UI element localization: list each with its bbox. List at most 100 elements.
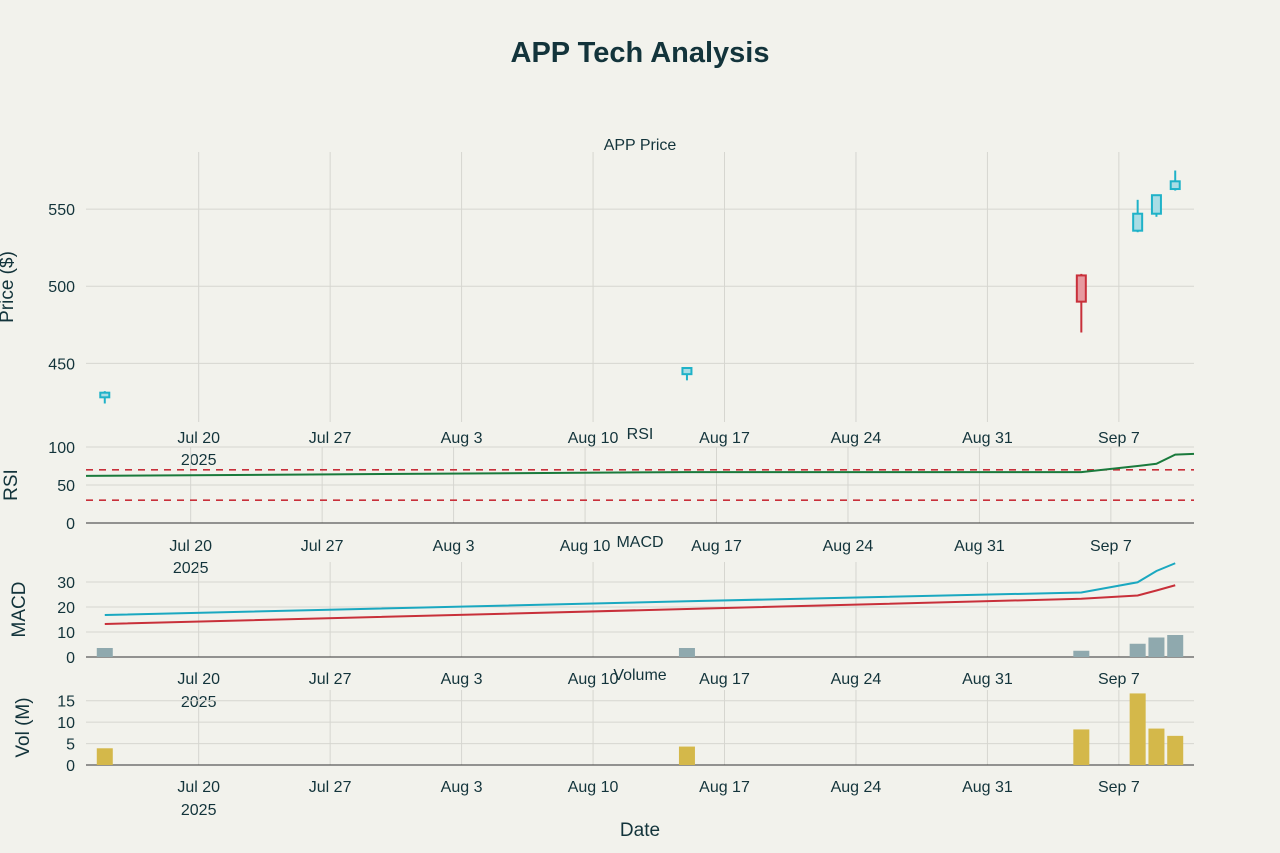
x-tick-year-label: 2025 bbox=[173, 560, 209, 577]
macd-gridlines bbox=[86, 562, 1194, 658]
rsi-line bbox=[85, 452, 1195, 477]
y-tick-label: 550 bbox=[48, 202, 75, 219]
chart-title: APP Tech Analysis bbox=[511, 37, 770, 69]
rsi-gridlines bbox=[86, 446, 1194, 524]
macd-histogram-bar bbox=[678, 648, 695, 657]
rsi-panel: RSI RSI 0 50 100 Jul 20 2025 Jul 27 Aug 3 Aug … bbox=[1, 426, 1195, 577]
y-tick-label: 5 bbox=[66, 737, 75, 754]
candle-body bbox=[99, 391, 111, 399]
rsi-y-ticks: 0 50 100 bbox=[48, 440, 75, 533]
y-tick-label: 10 bbox=[57, 715, 75, 732]
candle-body bbox=[1132, 212, 1144, 232]
rsi-panel-title: RSI bbox=[627, 426, 654, 443]
volume-panel: Volume Vol (M) 0 5 10 15 Jul 20 2025 Jul 27 Au… bbox=[13, 667, 1194, 819]
x-tick-label: Jul 20 bbox=[169, 538, 212, 555]
y-tick-label: 0 bbox=[66, 650, 75, 667]
volume-y-ticks: 0 5 10 15 bbox=[57, 694, 75, 775]
volume-bar bbox=[678, 746, 695, 765]
x-tick-label: Aug 17 bbox=[699, 779, 750, 796]
x-axis-label: Date bbox=[620, 820, 660, 841]
y-tick-label: 50 bbox=[57, 478, 75, 495]
macd-signal-line bbox=[104, 584, 1176, 625]
x-tick-label: Aug 10 bbox=[568, 430, 619, 447]
volume-bars bbox=[96, 693, 1184, 765]
macd-histogram-bar bbox=[96, 648, 113, 657]
x-tick-label: Jul 27 bbox=[309, 779, 352, 796]
price-y-ticks: 450 500 550 bbox=[48, 202, 75, 373]
macd-line bbox=[104, 562, 1176, 616]
x-tick-label: Aug 31 bbox=[962, 430, 1013, 447]
x-tick-label: Jul 20 bbox=[177, 779, 220, 796]
macd-y-axis-label: MACD bbox=[9, 582, 30, 638]
x-tick-label: Sep 7 bbox=[1098, 430, 1140, 447]
candle-body bbox=[1150, 194, 1162, 215]
volume-x-ticks: Jul 20 2025 Jul 27 Aug 3 Aug 10 Aug 17 Aug 24 A… bbox=[177, 779, 1140, 819]
x-tick-label: Aug 17 bbox=[699, 430, 750, 447]
macd-panel: MACD MACD 0 10 20 30 Jul 20 2025 Jul 27 Aug 3 A… bbox=[9, 534, 1194, 711]
y-tick-label: 30 bbox=[57, 575, 75, 592]
price-x-ticks: Jul 20 2025 Jul 27 Aug 3 Aug 10 Aug 17 Aug 24 A… bbox=[177, 430, 1140, 469]
x-tick-label: Aug 10 bbox=[560, 538, 611, 555]
price-candles bbox=[99, 170, 1181, 404]
volume-bar bbox=[1148, 728, 1165, 765]
volume-bar bbox=[96, 748, 113, 765]
x-tick-label: Aug 3 bbox=[433, 538, 475, 555]
x-tick-label: Aug 10 bbox=[568, 671, 619, 688]
y-tick-label: 10 bbox=[57, 625, 75, 642]
volume-panel-title: Volume bbox=[613, 667, 666, 684]
x-tick-label: Aug 24 bbox=[831, 671, 882, 688]
volume-y-axis-label: Vol (M) bbox=[13, 697, 34, 757]
macd-histogram-bar bbox=[1129, 643, 1146, 657]
candle-body bbox=[1075, 274, 1087, 303]
candle-body bbox=[1169, 180, 1181, 191]
x-tick-year-label: 2025 bbox=[181, 452, 217, 469]
rsi-marks bbox=[85, 452, 1195, 502]
price-panel: APP Price Price ($) 450 500 550 Jul 20 2025… bbox=[0, 137, 1194, 469]
y-tick-label: 450 bbox=[48, 356, 75, 373]
volume-bar bbox=[1129, 693, 1146, 765]
x-tick-label: Aug 10 bbox=[568, 779, 619, 796]
candle-body bbox=[681, 367, 693, 376]
y-tick-label: 20 bbox=[57, 600, 75, 617]
x-tick-label: Aug 24 bbox=[831, 779, 882, 796]
x-tick-label: Jul 27 bbox=[309, 430, 352, 447]
x-tick-label: Sep 7 bbox=[1098, 779, 1140, 796]
price-gridlines bbox=[86, 152, 1194, 422]
volume-bar bbox=[1167, 735, 1184, 765]
y-tick-label: 0 bbox=[66, 758, 75, 775]
x-tick-label: Aug 31 bbox=[962, 671, 1013, 688]
rsi-x-ticks: Jul 20 2025 Jul 27 Aug 3 Aug 10 Aug 17 Aug 24 A… bbox=[169, 538, 1132, 577]
rsi-y-axis-label: RSI bbox=[1, 469, 22, 501]
macd-histogram-bar bbox=[1073, 650, 1090, 657]
y-tick-label: 0 bbox=[66, 516, 75, 533]
macd-y-ticks: 0 10 20 30 bbox=[57, 575, 75, 667]
macd-marks bbox=[96, 562, 1184, 657]
volume-gridlines bbox=[86, 690, 1194, 766]
volume-bar bbox=[1073, 729, 1090, 765]
x-tick-label: Jul 27 bbox=[301, 538, 344, 555]
price-y-axis-label: Price ($) bbox=[0, 251, 18, 323]
x-tick-label: Aug 17 bbox=[691, 538, 742, 555]
x-tick-label: Aug 24 bbox=[831, 430, 882, 447]
macd-histogram-bar bbox=[1148, 637, 1165, 657]
x-tick-label: Jul 20 bbox=[177, 430, 220, 447]
macd-histogram-bar bbox=[1167, 635, 1184, 657]
x-tick-label: Aug 3 bbox=[441, 430, 483, 447]
x-tick-label: Aug 3 bbox=[441, 779, 483, 796]
x-tick-label: Aug 17 bbox=[699, 671, 750, 688]
x-tick-year-label: 2025 bbox=[181, 802, 217, 819]
y-tick-label: 500 bbox=[48, 279, 75, 296]
x-tick-label: Aug 3 bbox=[441, 671, 483, 688]
x-tick-label: Jul 20 bbox=[177, 671, 220, 688]
price-panel-title: APP Price bbox=[604, 137, 677, 154]
x-tick-label: Aug 31 bbox=[962, 779, 1013, 796]
x-tick-label: Aug 24 bbox=[823, 538, 874, 555]
x-tick-label: Sep 7 bbox=[1090, 538, 1132, 555]
y-tick-label: 100 bbox=[48, 440, 75, 457]
y-tick-label: 15 bbox=[57, 694, 75, 711]
x-tick-label: Jul 27 bbox=[309, 671, 352, 688]
x-tick-label: Sep 7 bbox=[1098, 671, 1140, 688]
